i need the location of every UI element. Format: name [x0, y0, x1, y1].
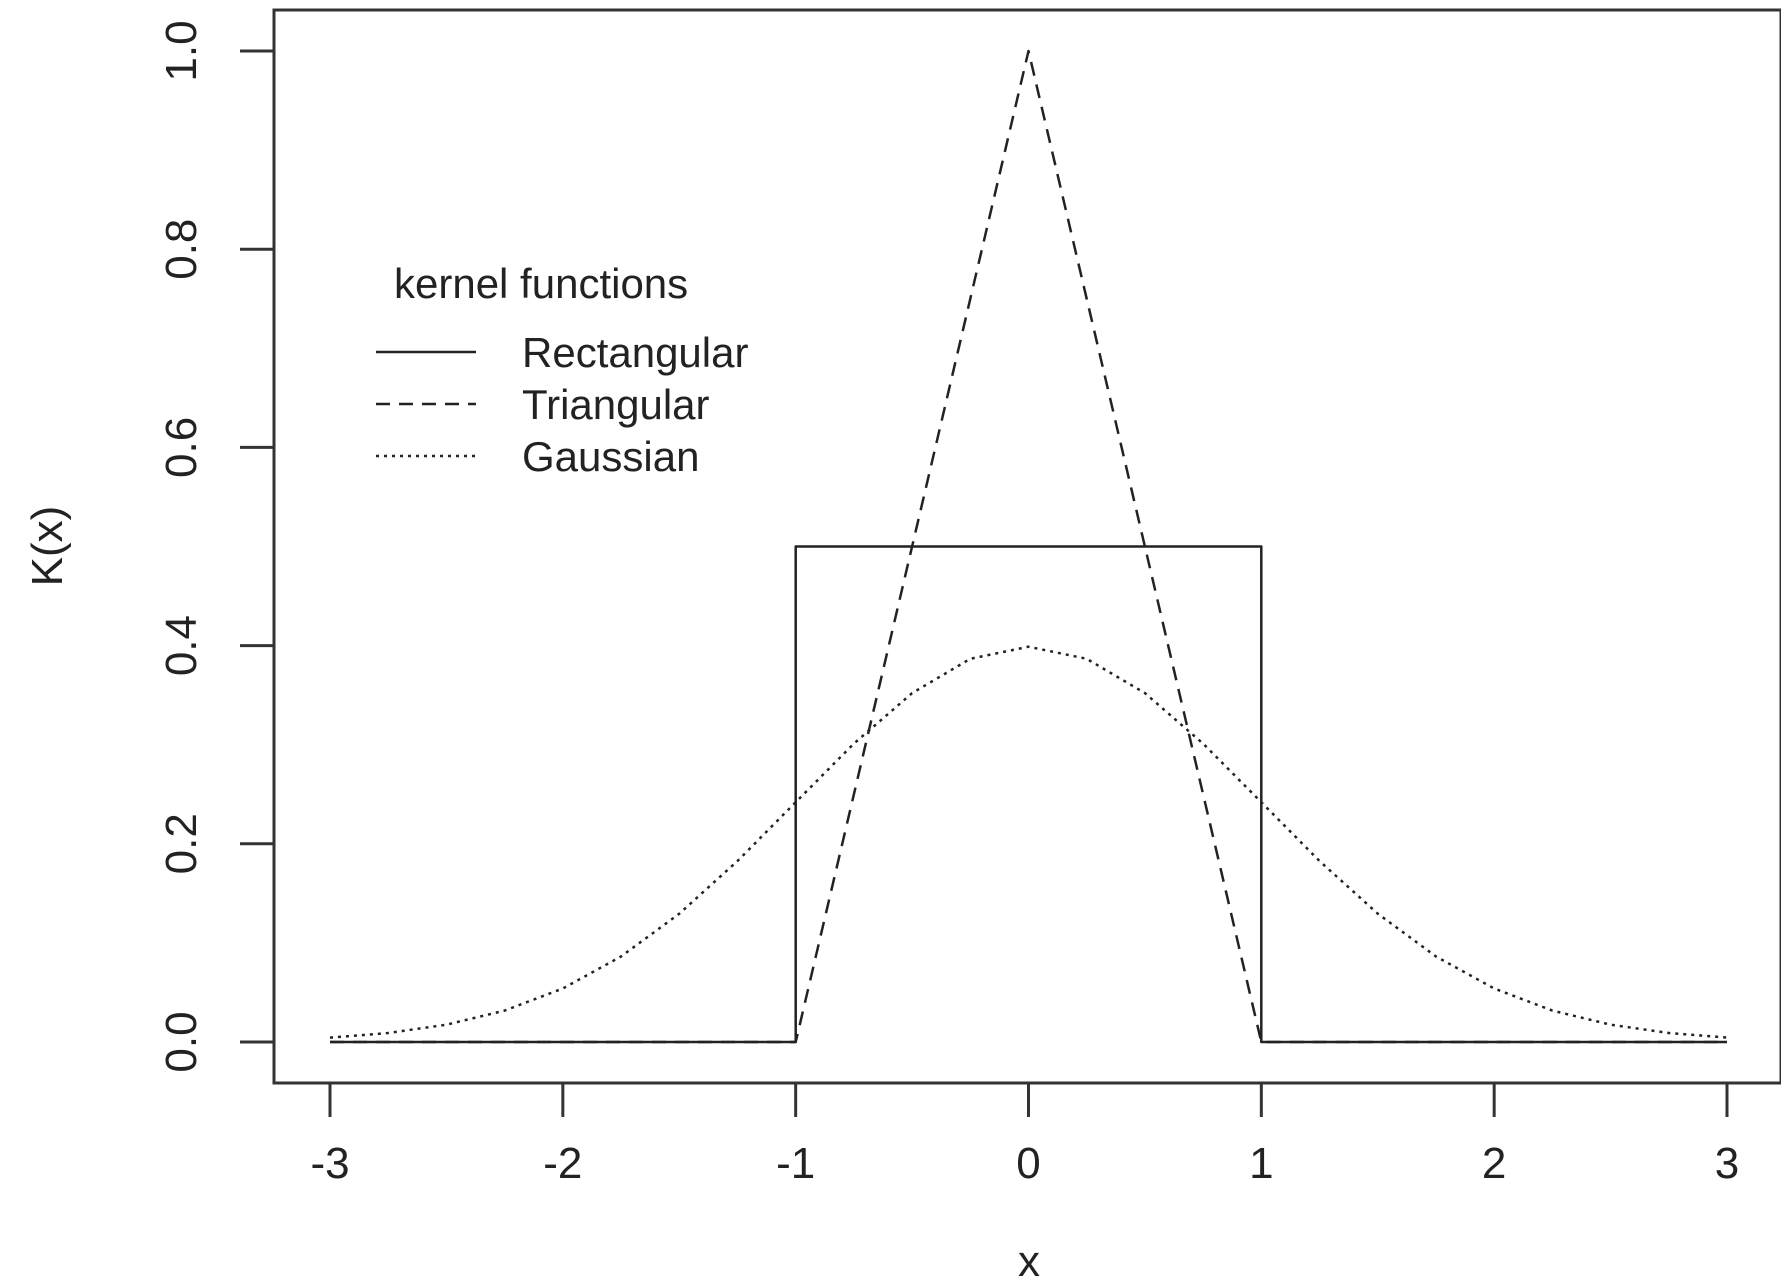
x-tick-label: -2	[543, 1139, 582, 1188]
legend: kernel functions Rectangular Triangular …	[376, 260, 748, 480]
legend-title: kernel functions	[394, 260, 688, 307]
y-axis-title: K(x)	[23, 506, 72, 587]
y-tick-label: 0.0	[157, 1011, 206, 1072]
series-line-triangular	[330, 49, 1727, 1044]
y-tick-label: 0.6	[157, 417, 206, 478]
x-axis: -3 -2 -1 0 1 2 3	[310, 1081, 1739, 1188]
x-tick-label: -1	[776, 1139, 815, 1188]
legend-label-triangular: Triangular	[522, 381, 710, 428]
x-tick-label: 2	[1482, 1139, 1506, 1188]
legend-label-gaussian: Gaussian	[522, 433, 699, 480]
y-tick-label: 1.0	[157, 20, 206, 81]
x-tick-label: 1	[1249, 1139, 1273, 1188]
series-lines	[329, 49, 1728, 1044]
y-tick-label: 0.4	[157, 615, 206, 676]
y-axis: 0.0 0.2 0.4 0.6 0.8 1.0	[157, 20, 276, 1073]
y-tick-label: 0.2	[157, 813, 206, 874]
x-tick-label: -3	[310, 1139, 349, 1188]
y-tick-label: 0.8	[157, 219, 206, 280]
x-axis-title: x	[1018, 1237, 1040, 1281]
x-tick-label: 0	[1016, 1139, 1040, 1188]
x-tick-label: 3	[1715, 1139, 1739, 1188]
legend-label-rectangular: Rectangular	[522, 329, 748, 376]
series-line-rectangular	[330, 545, 1727, 1044]
series-line-gaussian	[329, 645, 1728, 1039]
